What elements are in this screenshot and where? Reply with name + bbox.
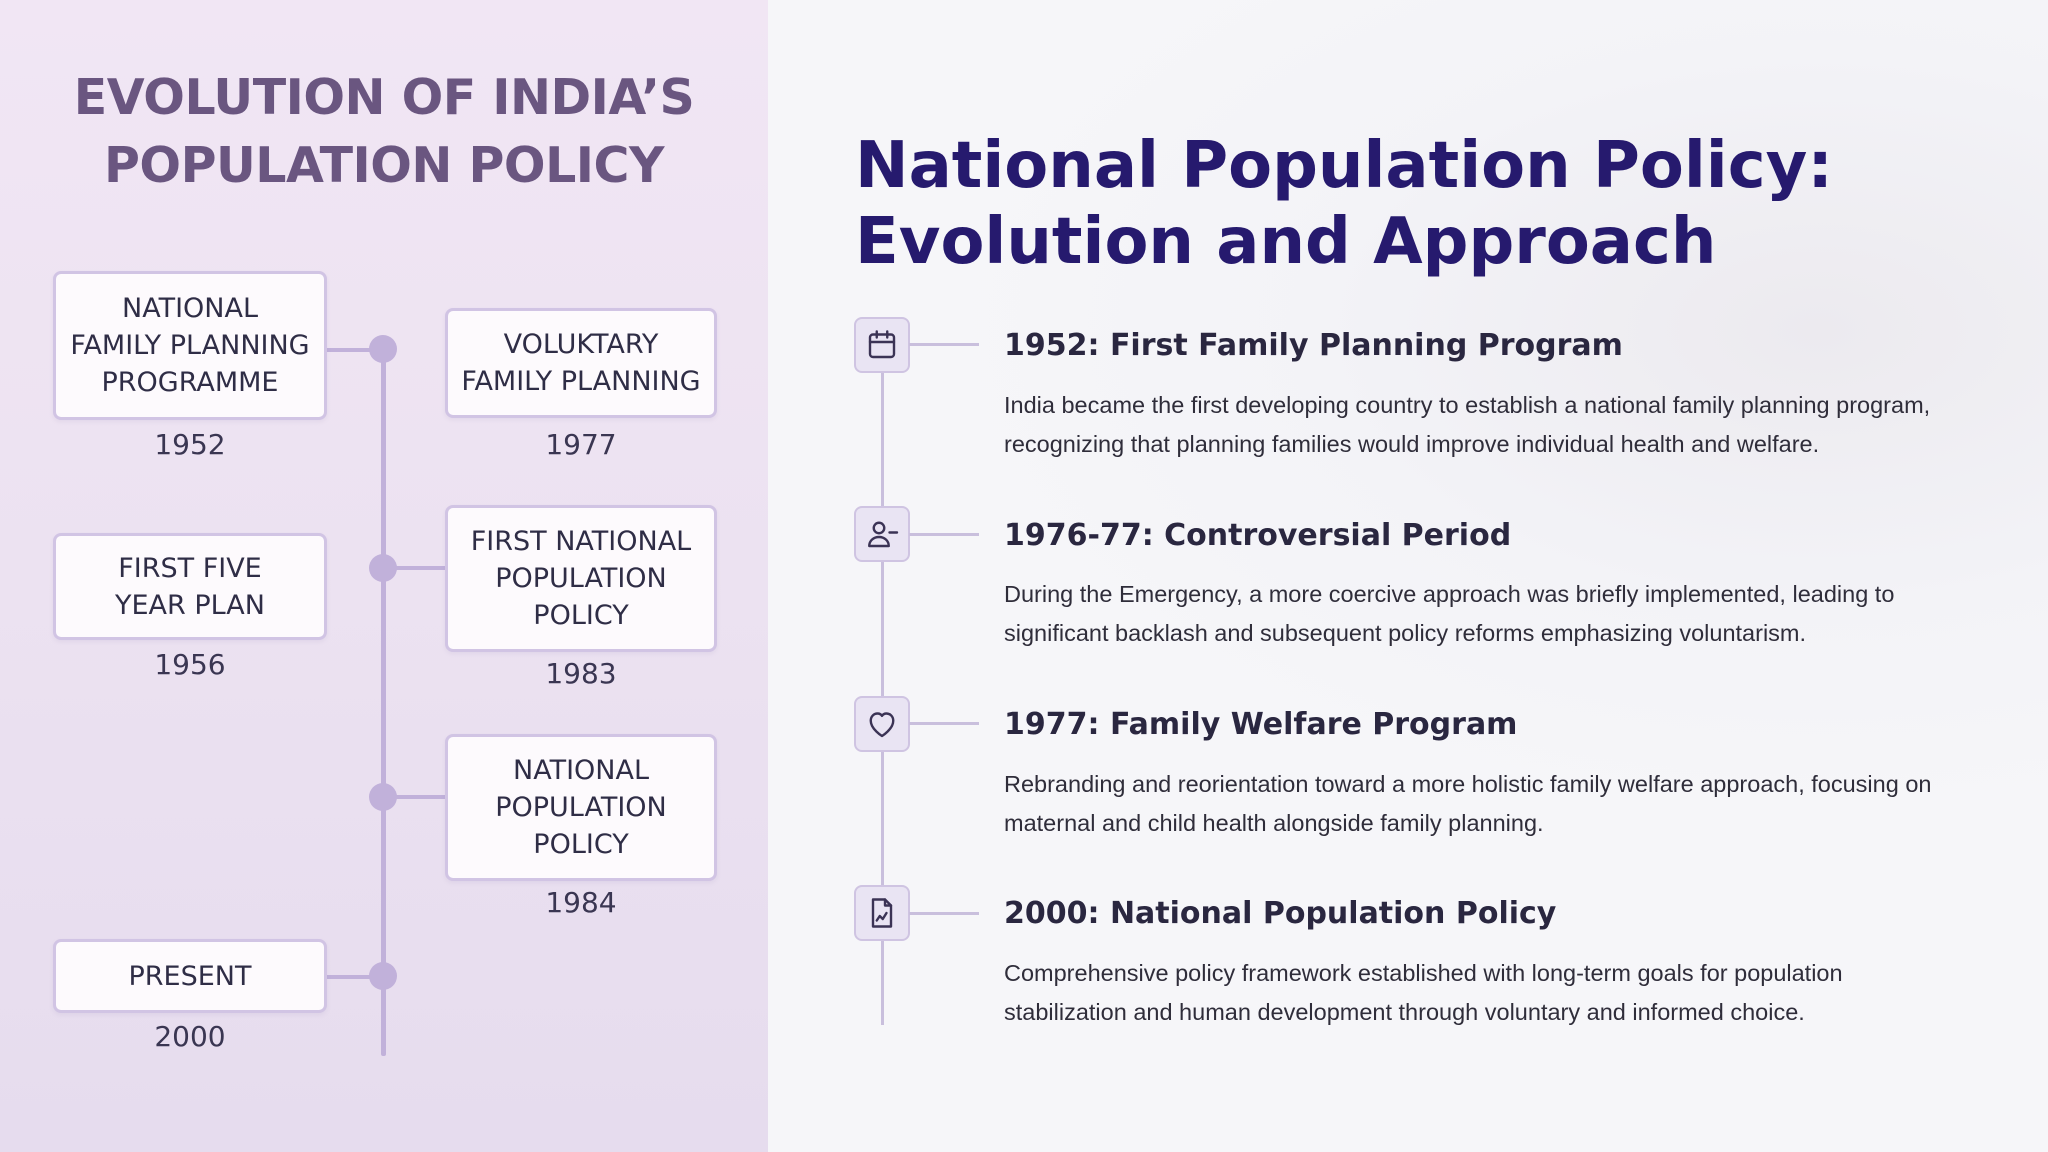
main-title-line-1: National Population Policy: <box>855 129 1833 203</box>
timeline-box-line: PROGRAMME <box>101 367 279 398</box>
timeline-box-1952: NATIONAL FAMILY PLANNING PROGRAMME <box>53 271 327 420</box>
timeline-box-line: FIRST FIVE <box>118 552 262 584</box>
timeline-year: 2000 <box>154 1020 226 1053</box>
timeline-box-line: POLICY <box>533 829 629 860</box>
timeline-connector <box>383 566 447 570</box>
timeline-spine <box>381 348 386 1056</box>
entry-heading: 2000: National Population Policy <box>1004 896 1557 931</box>
timeline-connector <box>383 795 447 799</box>
entry-body-line: significant backlash and subsequent poli… <box>1004 620 1807 646</box>
entry-body: Comprehensive policy framework establish… <box>1004 954 1984 1032</box>
timeline-dot <box>369 962 397 990</box>
timeline-box-line: YEAR PLAN <box>115 589 265 621</box>
entry-heading: 1977: Family Welfare Program <box>1004 707 1518 742</box>
entry-body-line: maternal and child health alongside fami… <box>1004 810 1544 836</box>
timeline-box-line: PRESENT <box>128 960 252 992</box>
entry-body-line: recognizing that planning families would… <box>1004 431 1820 457</box>
main-title-line-2: Evolution and Approach <box>855 205 1717 279</box>
timeline-box-line: POLICY <box>533 600 629 631</box>
timeline-box-line: FAMILY PLANNING <box>461 366 701 397</box>
left-panel: EVOLUTION OF INDIA’S POPULATION POLICY N… <box>0 0 768 1152</box>
timeline-title-line-1: EVOLUTION OF INDIA’S <box>73 69 695 126</box>
timeline-box-line: NATIONAL <box>513 755 649 786</box>
document-chart-icon <box>854 885 910 941</box>
timeline-dot <box>369 554 397 582</box>
calendar-icon <box>854 317 910 373</box>
timeline-box-1977: VOLUKTARY FAMILY PLANNING <box>445 308 717 418</box>
timeline-year: 1984 <box>545 886 617 919</box>
timeline-title: EVOLUTION OF INDIA’S POPULATION POLICY <box>0 64 768 200</box>
entry-body-line: Rebranding and reorientation toward a mo… <box>1004 771 1932 797</box>
timeline-box-1956: FIRST FIVE YEAR PLAN <box>53 533 327 640</box>
entry-connector <box>909 722 979 725</box>
entry-body-line: Comprehensive policy framework establish… <box>1004 960 1843 986</box>
entry-connector <box>909 533 979 536</box>
entry-body: Rebranding and reorientation toward a mo… <box>1004 765 1984 843</box>
entry-body-line: stabilization and human development thro… <box>1004 999 1805 1025</box>
timeline-box-line: POPULATION <box>495 563 667 594</box>
timeline-dot <box>369 783 397 811</box>
entry-body: During the Emergency, a more coercive ap… <box>1004 575 1984 653</box>
entry-connector <box>909 912 979 915</box>
timeline-box-present: PRESENT <box>53 939 327 1013</box>
timeline-year: 1956 <box>154 648 226 681</box>
timeline-box-line: VOLUKTARY <box>503 329 659 360</box>
timeline-box-line: NATIONAL <box>122 293 258 324</box>
timeline-box-1984: NATIONAL POPULATION POLICY <box>445 734 717 881</box>
entry-connector <box>909 343 979 346</box>
timeline-box-1983: FIRST NATIONAL POPULATION POLICY <box>445 505 717 652</box>
timeline-year: 1977 <box>545 428 617 461</box>
right-panel <box>768 0 2048 1152</box>
entry-heading: 1952: First Family Planning Program <box>1004 328 1623 363</box>
entry-body-line: During the Emergency, a more coercive ap… <box>1004 581 1895 607</box>
heart-icon <box>854 696 910 752</box>
user-minus-icon <box>854 506 910 562</box>
timeline-year: 1983 <box>545 657 617 690</box>
timeline-box-line: POPULATION <box>495 792 667 823</box>
timeline-connector <box>325 348 383 352</box>
entry-heading: 1976-77: Controversial Period <box>1004 518 1512 553</box>
timeline-box-line: FIRST NATIONAL <box>470 526 692 557</box>
timeline-dot <box>369 335 397 363</box>
timeline-year: 1952 <box>154 428 226 461</box>
entry-body-line: India became the first developing countr… <box>1004 392 1931 418</box>
entry-body: India became the first developing countr… <box>1004 386 1984 464</box>
timeline-title-line-2: POPULATION POLICY <box>104 137 664 194</box>
timeline-connector <box>325 975 383 979</box>
timeline-box-line: FAMILY PLANNING <box>70 330 310 361</box>
main-title: National Population Policy: Evolution an… <box>855 128 1833 280</box>
